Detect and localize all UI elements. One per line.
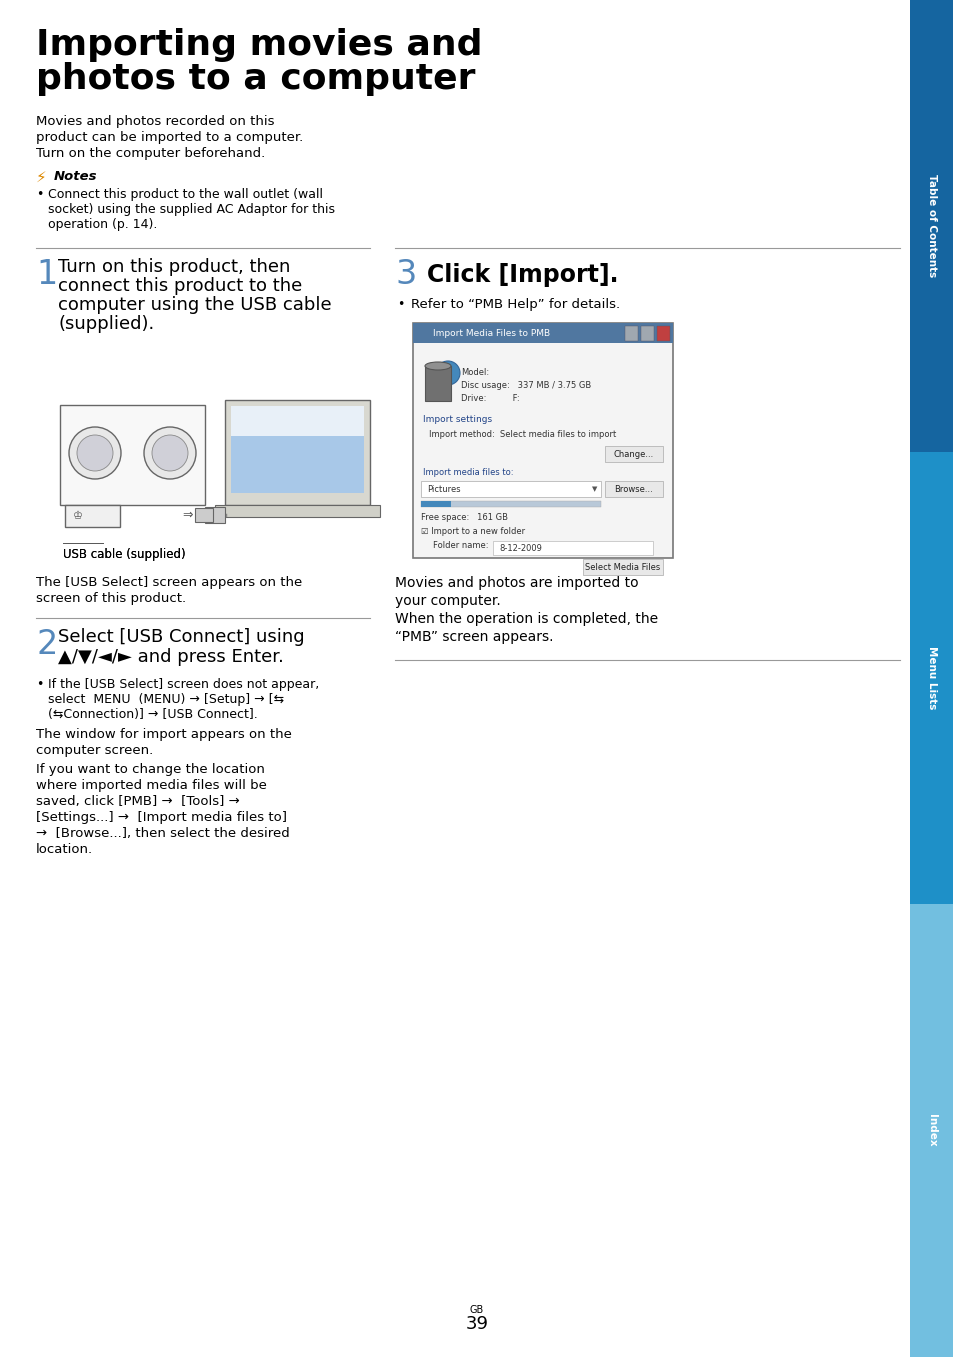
Text: Movies and photos are imported to: Movies and photos are imported to bbox=[395, 575, 638, 590]
Bar bbox=[640, 326, 654, 341]
Text: 39: 39 bbox=[465, 1315, 488, 1333]
Text: When the operation is completed, the: When the operation is completed, the bbox=[395, 612, 658, 626]
Ellipse shape bbox=[424, 362, 451, 370]
Circle shape bbox=[152, 436, 188, 471]
Text: Menu Lists: Menu Lists bbox=[926, 646, 936, 710]
Text: Select Media Files: Select Media Files bbox=[585, 563, 659, 571]
Text: photos to a computer: photos to a computer bbox=[36, 62, 475, 96]
Text: where imported media files will be: where imported media files will be bbox=[36, 779, 267, 792]
Bar bbox=[65, 505, 120, 527]
Text: computer screen.: computer screen. bbox=[36, 744, 153, 757]
Text: USB cable (supplied): USB cable (supplied) bbox=[63, 548, 186, 560]
Bar bbox=[231, 406, 364, 493]
Text: Select [USB Connect] using: Select [USB Connect] using bbox=[58, 628, 304, 646]
Text: Import method:  Select media files to import: Import method: Select media files to imp… bbox=[429, 430, 616, 440]
Text: (⇆Connection)] → [USB Connect].: (⇆Connection)] → [USB Connect]. bbox=[48, 708, 257, 721]
Text: (supplied).: (supplied). bbox=[58, 315, 154, 332]
Text: Change...: Change... bbox=[613, 449, 654, 459]
Text: Refer to “PMB Help” for details.: Refer to “PMB Help” for details. bbox=[411, 299, 619, 311]
Text: 2: 2 bbox=[36, 628, 57, 661]
Text: socket) using the supplied AC Adaptor for this: socket) using the supplied AC Adaptor fo… bbox=[48, 204, 335, 216]
Text: your computer.: your computer. bbox=[395, 594, 500, 608]
Bar bbox=[413, 323, 672, 343]
Text: Disc usage:   337 MB / 3.75 GB: Disc usage: 337 MB / 3.75 GB bbox=[460, 381, 591, 389]
Text: Model:: Model: bbox=[460, 368, 489, 377]
Text: ▲/▼/◄/► and press Enter.: ▲/▼/◄/► and press Enter. bbox=[58, 649, 284, 666]
Text: •: • bbox=[36, 678, 43, 691]
Text: saved, click [PMB] →  [Tools] →: saved, click [PMB] → [Tools] → bbox=[36, 795, 239, 807]
Text: Turn on the computer beforehand.: Turn on the computer beforehand. bbox=[36, 147, 265, 160]
Circle shape bbox=[436, 361, 459, 385]
Text: GB: GB bbox=[470, 1305, 483, 1315]
Text: connect this product to the: connect this product to the bbox=[58, 277, 302, 294]
Text: ⇒: ⇒ bbox=[182, 509, 193, 521]
Text: •: • bbox=[396, 299, 404, 311]
Text: location.: location. bbox=[36, 843, 93, 856]
Text: 3: 3 bbox=[395, 258, 416, 290]
Bar bbox=[909, 452, 953, 904]
Circle shape bbox=[144, 427, 195, 479]
Bar bbox=[231, 406, 364, 436]
Text: Movies and photos recorded on this: Movies and photos recorded on this bbox=[36, 115, 274, 128]
Bar bbox=[604, 480, 662, 497]
Text: Import media files to:: Import media files to: bbox=[422, 468, 513, 478]
Text: Drive:          F:: Drive: F: bbox=[460, 394, 519, 403]
Text: screen of this product.: screen of this product. bbox=[36, 592, 186, 605]
Text: Click [Import].: Click [Import]. bbox=[427, 263, 618, 286]
Text: The window for import appears on the: The window for import appears on the bbox=[36, 727, 292, 741]
Bar bbox=[194, 508, 213, 522]
Text: select  MENU  (MENU) → [Setup] → [⇆: select MENU (MENU) → [Setup] → [⇆ bbox=[48, 693, 284, 706]
Bar bbox=[420, 501, 451, 508]
Text: The [USB Select] screen appears on the: The [USB Select] screen appears on the bbox=[36, 575, 302, 589]
Text: Turn on this product, then: Turn on this product, then bbox=[58, 258, 290, 275]
Circle shape bbox=[69, 427, 121, 479]
Bar bbox=[493, 541, 652, 555]
Text: ☑ Import to a new folder: ☑ Import to a new folder bbox=[420, 527, 524, 536]
Text: 8-12-2009: 8-12-2009 bbox=[498, 544, 541, 552]
Bar bbox=[657, 326, 669, 341]
Bar bbox=[420, 480, 600, 497]
Bar bbox=[420, 501, 600, 508]
Text: ⚡: ⚡ bbox=[36, 170, 47, 185]
Bar bbox=[413, 323, 672, 558]
Bar bbox=[624, 326, 638, 341]
Text: Folder name:: Folder name: bbox=[433, 541, 488, 550]
Text: computer using the USB cable: computer using the USB cable bbox=[58, 296, 332, 313]
Text: Importing movies and: Importing movies and bbox=[36, 28, 482, 62]
Text: Browse...: Browse... bbox=[614, 484, 653, 494]
Text: Import settings: Import settings bbox=[422, 415, 492, 423]
Text: “PMB” screen appears.: “PMB” screen appears. bbox=[395, 630, 553, 645]
Text: [Settings...] →  [Import media files to]: [Settings...] → [Import media files to] bbox=[36, 811, 287, 824]
Text: Notes: Notes bbox=[54, 170, 97, 183]
Text: ♔: ♔ bbox=[73, 512, 83, 521]
Text: ▼: ▼ bbox=[592, 486, 598, 493]
Circle shape bbox=[77, 436, 112, 471]
Text: operation (p. 14).: operation (p. 14). bbox=[48, 218, 157, 231]
Bar bbox=[205, 508, 225, 522]
Bar bbox=[582, 559, 662, 575]
Bar bbox=[60, 404, 205, 505]
Text: product can be imported to a computer.: product can be imported to a computer. bbox=[36, 132, 303, 144]
Text: If you want to change the location: If you want to change the location bbox=[36, 763, 265, 776]
Text: 1: 1 bbox=[36, 258, 57, 290]
Text: Index: Index bbox=[926, 1114, 936, 1147]
Text: Table of Contents: Table of Contents bbox=[926, 175, 936, 278]
Text: →  [Browse...], then select the desired: → [Browse...], then select the desired bbox=[36, 826, 290, 840]
Text: If the [USB Select] screen does not appear,: If the [USB Select] screen does not appe… bbox=[48, 678, 319, 691]
Bar bbox=[214, 505, 379, 517]
Text: Connect this product to the wall outlet (wall: Connect this product to the wall outlet … bbox=[48, 189, 323, 201]
Text: Import Media Files to PMB: Import Media Files to PMB bbox=[433, 328, 550, 338]
Text: Pictures: Pictures bbox=[427, 484, 460, 494]
Text: •: • bbox=[36, 189, 43, 201]
Bar bbox=[424, 366, 451, 402]
Bar bbox=[909, 904, 953, 1357]
Text: Free space:   161 GB: Free space: 161 GB bbox=[420, 513, 507, 522]
Bar bbox=[225, 400, 370, 505]
Bar bbox=[909, 0, 953, 452]
Bar bbox=[604, 446, 662, 461]
Text: USB cable (supplied): USB cable (supplied) bbox=[63, 548, 186, 560]
